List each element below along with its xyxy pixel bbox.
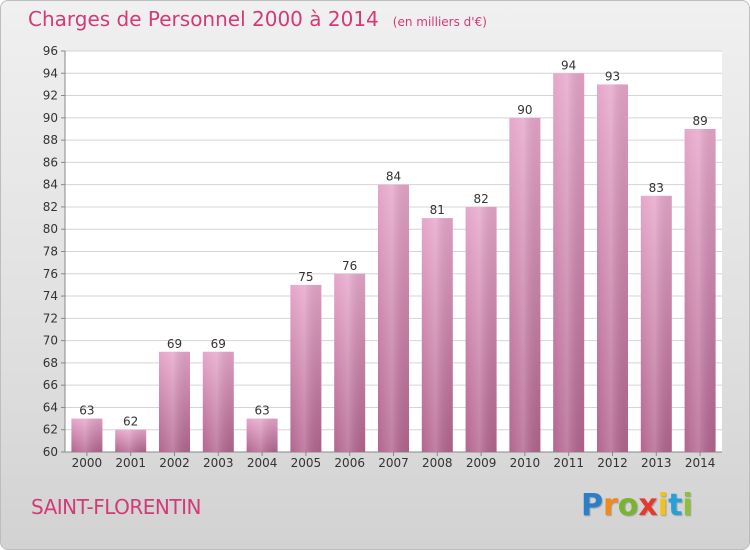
bar-shine [71, 418, 103, 452]
x-tick-label: 2002 [159, 456, 190, 470]
x-axis: 2000 2001 2002 2003 2004 2005 2006 2007 2008 2009… [72, 452, 716, 470]
y-tick-label: 82 [43, 200, 58, 214]
x-tick-label: 2000 [72, 456, 103, 470]
y-tick-label: 86 [43, 155, 58, 169]
bar-value-label: 84 [386, 170, 401, 184]
bar-value-label: 62 [123, 415, 138, 429]
bar-value-label: 89 [692, 114, 707, 128]
y-tick-label: 80 [43, 222, 58, 236]
chart-title-text: Charges de Personnel 2000 à 2014 [28, 7, 379, 31]
x-tick-label: 2005 [291, 456, 322, 470]
bar-value-label: 83 [649, 181, 664, 195]
bar-shine [290, 284, 322, 452]
y-tick-label: 60 [43, 445, 58, 459]
x-tick-label: 2014 [685, 456, 716, 470]
y-tick-label: 76 [43, 267, 58, 281]
y-tick-label: 70 [43, 334, 58, 348]
logo-letter: r [603, 488, 618, 523]
bar-value-label: 93 [605, 69, 620, 83]
chart-subtitle: (en milliers d'€) [392, 15, 487, 29]
bar-value-label: 69 [167, 337, 182, 351]
logo-letter: i [657, 488, 669, 523]
logo-letter: t [668, 488, 683, 523]
bar-value-label: 69 [211, 337, 226, 351]
y-tick-label: 78 [43, 245, 58, 259]
y-tick-label: 94 [43, 66, 58, 80]
y-tick-label: 72 [43, 311, 58, 325]
y-tick-label: 92 [43, 89, 58, 103]
bar-shine [509, 117, 541, 452]
x-tick-label: 2010 [510, 456, 541, 470]
x-tick-label: 2001 [115, 456, 146, 470]
x-tick-label: 2006 [334, 456, 365, 470]
bar-shine [115, 429, 147, 452]
x-tick-label: 2008 [422, 456, 453, 470]
bar-value-label: 63 [254, 404, 269, 418]
x-tick-label: 2007 [378, 456, 409, 470]
logo-letter: x [638, 488, 658, 523]
y-tick-label: 84 [43, 178, 58, 192]
bar-shine [465, 206, 497, 452]
chart-title: Charges de Personnel 2000 à 2014 (en mill… [28, 7, 487, 31]
logo-letter: o [617, 488, 639, 523]
y-tick-label: 96 [43, 44, 58, 58]
bar-shine [421, 218, 453, 452]
x-tick-label: 2009 [466, 456, 497, 470]
bar-shine [684, 128, 716, 452]
bar-shine [553, 73, 585, 453]
bar-shine [202, 351, 234, 452]
place-name: SAINT-FLORENTIN [31, 495, 201, 519]
bar-shine [640, 195, 672, 453]
y-tick-label: 88 [43, 133, 58, 147]
proxiti-logo[interactable]: Proxiti [581, 488, 693, 523]
bar-value-label: 90 [517, 103, 532, 117]
y-tick-label: 90 [43, 111, 58, 125]
bar-value-label: 75 [298, 270, 313, 284]
bar-shine [334, 273, 366, 452]
bar-shine [246, 418, 278, 452]
y-tick-label: 68 [43, 356, 58, 370]
logo-letter: i [682, 488, 693, 523]
x-tick-label: 2003 [203, 456, 234, 470]
x-tick-label: 2013 [641, 456, 672, 470]
y-tick-label: 74 [43, 289, 58, 303]
bar-shine [159, 351, 190, 452]
bar-value-label: 94 [561, 58, 576, 72]
y-tick-label: 64 [43, 400, 58, 414]
bar-value-label: 63 [79, 404, 94, 418]
y-tick-label: 62 [43, 423, 58, 437]
x-tick-label: 2012 [597, 456, 628, 470]
bars: 63 62 69 69 63 75 76 84 81 82 90 94 93 83 89 [71, 58, 716, 453]
bar-value-label: 76 [342, 259, 357, 273]
x-tick-label: 2011 [553, 456, 584, 470]
x-tick-label: 2004 [247, 456, 278, 470]
bar-value-label: 81 [430, 203, 445, 217]
bar-shine [597, 84, 628, 453]
bar-value-label: 82 [473, 192, 488, 206]
logo-letter: P [581, 488, 603, 523]
y-tick-label: 66 [43, 378, 58, 392]
bar-shine [378, 184, 409, 452]
